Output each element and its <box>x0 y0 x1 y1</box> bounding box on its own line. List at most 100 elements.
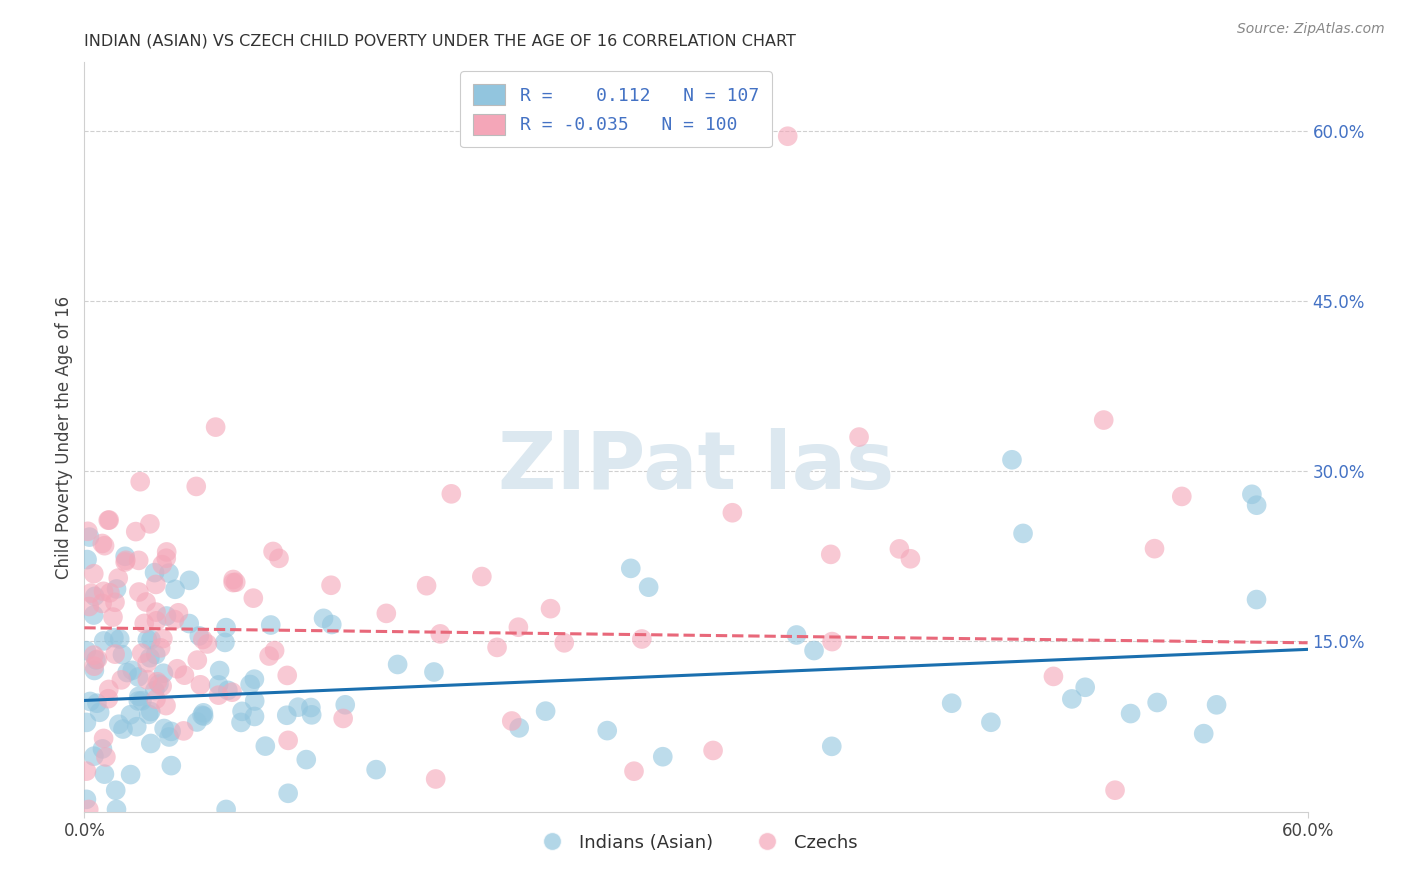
Point <box>86 696 108 710</box>
Point <box>312 611 335 625</box>
Point <box>93 767 115 781</box>
Point <box>143 566 166 580</box>
Point <box>1001 452 1024 467</box>
Point <box>540 601 562 615</box>
Point <box>332 711 354 725</box>
Point <box>83 749 105 764</box>
Point <box>145 614 167 628</box>
Point <box>108 717 131 731</box>
Point <box>702 743 724 757</box>
Point <box>387 657 409 672</box>
Point <box>125 524 148 539</box>
Point <box>76 552 98 566</box>
Point <box>105 582 128 596</box>
Point <box>157 566 180 581</box>
Point <box>287 700 309 714</box>
Point <box>631 632 654 646</box>
Point <box>277 786 299 800</box>
Point <box>114 555 136 569</box>
Point <box>157 730 180 744</box>
Point <box>93 539 115 553</box>
Point <box>179 616 201 631</box>
Point <box>179 574 201 588</box>
Point <box>637 580 659 594</box>
Point <box>553 636 575 650</box>
Point <box>84 653 107 667</box>
Point <box>596 723 619 738</box>
Point <box>104 647 127 661</box>
Point <box>254 739 277 753</box>
Point <box>375 607 398 621</box>
Point <box>486 640 509 655</box>
Point <box>423 665 446 679</box>
Point <box>108 632 131 646</box>
Point <box>1042 669 1064 683</box>
Point <box>163 613 186 627</box>
Point <box>243 709 266 723</box>
Point <box>76 524 98 539</box>
Point <box>80 586 103 600</box>
Point <box>75 715 97 730</box>
Point <box>786 628 808 642</box>
Point <box>1246 498 1268 512</box>
Point <box>243 694 266 708</box>
Text: ZIPat las: ZIPat las <box>498 428 894 506</box>
Point <box>129 475 152 489</box>
Point <box>215 802 238 816</box>
Point <box>1012 526 1035 541</box>
Text: INDIAN (ASIAN) VS CZECH CHILD POVERTY UNDER THE AGE OF 16 CORRELATION CHART: INDIAN (ASIAN) VS CZECH CHILD POVERTY UN… <box>84 34 796 49</box>
Point <box>83 659 105 673</box>
Point <box>222 573 245 587</box>
Point <box>321 617 343 632</box>
Point <box>242 591 264 606</box>
Point <box>277 733 299 747</box>
Point <box>104 595 127 609</box>
Point <box>128 553 150 567</box>
Point <box>1060 692 1083 706</box>
Point <box>508 721 530 735</box>
Point <box>471 569 494 583</box>
Point <box>136 632 159 647</box>
Point <box>105 802 128 816</box>
Point <box>111 648 134 662</box>
Point <box>721 506 744 520</box>
Point <box>1246 592 1268 607</box>
Point <box>243 672 266 686</box>
Point <box>214 635 236 649</box>
Point <box>89 706 111 720</box>
Point <box>83 664 105 678</box>
Point <box>93 634 115 648</box>
Point <box>208 664 231 678</box>
Point <box>155 609 177 624</box>
Point <box>107 571 129 585</box>
Point <box>131 694 153 708</box>
Point <box>134 616 156 631</box>
Point <box>79 530 101 544</box>
Point <box>148 677 170 691</box>
Point <box>93 584 115 599</box>
Point <box>114 549 136 564</box>
Point <box>980 715 1002 730</box>
Point <box>501 714 523 728</box>
Point <box>217 683 239 698</box>
Point <box>239 677 262 691</box>
Point <box>188 629 211 643</box>
Point <box>173 723 195 738</box>
Point <box>139 736 162 750</box>
Point <box>1092 413 1115 427</box>
Point <box>534 704 557 718</box>
Point <box>136 673 159 687</box>
Point <box>215 621 238 635</box>
Point <box>145 692 167 706</box>
Point <box>139 632 162 647</box>
Point <box>821 634 844 648</box>
Point <box>86 652 108 666</box>
Point <box>299 700 322 714</box>
Point <box>146 674 169 689</box>
Point <box>94 750 117 764</box>
Point <box>98 586 121 600</box>
Point <box>83 608 105 623</box>
Point <box>79 694 101 708</box>
Point <box>1119 706 1142 721</box>
Point <box>1074 680 1097 694</box>
